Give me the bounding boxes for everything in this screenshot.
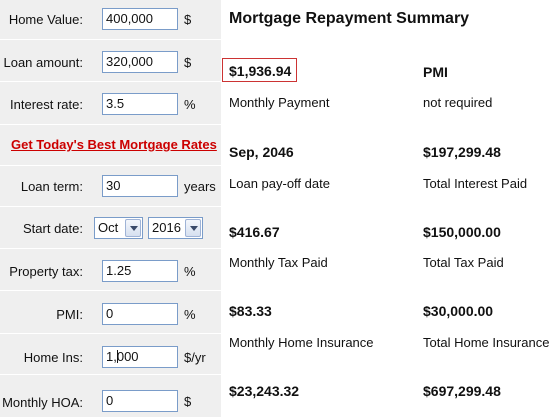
start-date-row: Start date: Oct 2016: [0, 208, 221, 249]
total-insurance-value: $30,000.00: [423, 303, 494, 319]
interest-rate-unit: %: [184, 97, 196, 112]
mortgage-input-form: Home Value: 400,000 $ Loan amount: 320,0…: [0, 0, 221, 417]
monthly-hoa-row: Monthly HOA: 0 $: [0, 376, 221, 417]
row5-right-value: $697,299.48: [423, 383, 501, 399]
best-mortgage-rates-link[interactable]: Get Today's Best Mortgage Rates: [11, 137, 217, 152]
rates-link-row: [0, 126, 221, 166]
payoff-date-value: Sep, 2046: [229, 144, 294, 160]
home-ins-unit: $/yr: [184, 350, 206, 365]
monthly-tax-value: $416.67: [229, 224, 280, 240]
pmi-label: PMI:: [56, 307, 83, 322]
home-ins-value-end: 000: [116, 349, 139, 364]
start-month-select[interactable]: Oct: [94, 217, 143, 239]
home-value-input[interactable]: 400,000: [102, 8, 178, 30]
interest-rate-input[interactable]: 3.5: [102, 93, 178, 115]
start-date-label: Start date:: [23, 221, 83, 236]
home-ins-input[interactable]: 1,000: [102, 346, 178, 368]
property-tax-label: Property tax:: [9, 264, 83, 279]
loan-amount-label: Loan amount:: [3, 55, 83, 70]
interest-rate-row: Interest rate: 3.5 %: [0, 83, 221, 125]
monthly-payment-highlight: [222, 58, 297, 82]
monthly-hoa-input[interactable]: 0: [102, 390, 178, 412]
property-tax-input[interactable]: 1.25: [102, 260, 178, 282]
text-cursor: [116, 350, 118, 363]
loan-term-input[interactable]: 30: [102, 175, 178, 197]
home-ins-label: Home Ins:: [23, 350, 83, 365]
loan-amount-input[interactable]: 320,000: [102, 51, 178, 73]
pmi-summary-caption: not required: [423, 95, 493, 110]
loan-term-unit: years: [184, 179, 216, 194]
pmi-input[interactable]: 0: [102, 303, 178, 325]
monthly-payment-caption: Monthly Payment: [229, 95, 330, 110]
start-month-value: Oct: [98, 220, 119, 235]
monthly-hoa-unit: $: [184, 394, 192, 409]
chevron-down-icon[interactable]: [125, 219, 141, 237]
loan-amount-row: Loan amount: 320,000 $: [0, 41, 221, 82]
interest-rate-label: Interest rate:: [10, 97, 83, 112]
pmi-summary-value: PMI: [423, 64, 448, 80]
payoff-date-caption: Loan pay-off date: [229, 176, 330, 191]
row5-left-value: $23,243.32: [229, 383, 300, 399]
total-tax-value: $150,000.00: [423, 224, 501, 240]
pmi-unit: %: [184, 307, 196, 322]
monthly-hoa-label: Monthly HOA:: [2, 395, 83, 410]
loan-amount-unit: $: [184, 55, 192, 70]
monthly-insurance-value: $83.33: [229, 303, 272, 319]
property-tax-row: Property tax: 1.25 %: [0, 250, 221, 291]
pmi-row: PMI: 0 %: [0, 292, 221, 334]
home-value-row: Home Value: 400,000 $: [0, 0, 221, 40]
property-tax-unit: %: [184, 264, 196, 279]
home-ins-row: Home Ins: 1,000 $/yr: [0, 335, 221, 375]
total-interest-value: $197,299.48: [423, 144, 501, 160]
total-insurance-caption: Total Home Insurance: [423, 335, 550, 350]
home-value-label: Home Value:: [8, 12, 83, 27]
monthly-payment-value: $1,936.94: [229, 63, 292, 79]
total-tax-caption: Total Tax Paid: [423, 255, 504, 270]
start-year-select[interactable]: 2016: [148, 217, 203, 239]
summary-title: Mortgage Repayment Summary: [229, 10, 470, 27]
start-year-value: 2016: [152, 220, 181, 235]
home-value-unit: $: [184, 12, 192, 27]
total-interest-caption: Total Interest Paid: [423, 176, 528, 191]
loan-term-row: Loan term: 30 years: [0, 167, 221, 207]
chevron-down-icon[interactable]: [185, 219, 201, 237]
home-ins-value-start: 1,: [106, 349, 117, 364]
monthly-tax-caption: Monthly Tax Paid: [229, 255, 328, 270]
loan-term-label: Loan term:: [20, 179, 83, 194]
monthly-insurance-caption: Monthly Home Insurance: [229, 335, 374, 350]
